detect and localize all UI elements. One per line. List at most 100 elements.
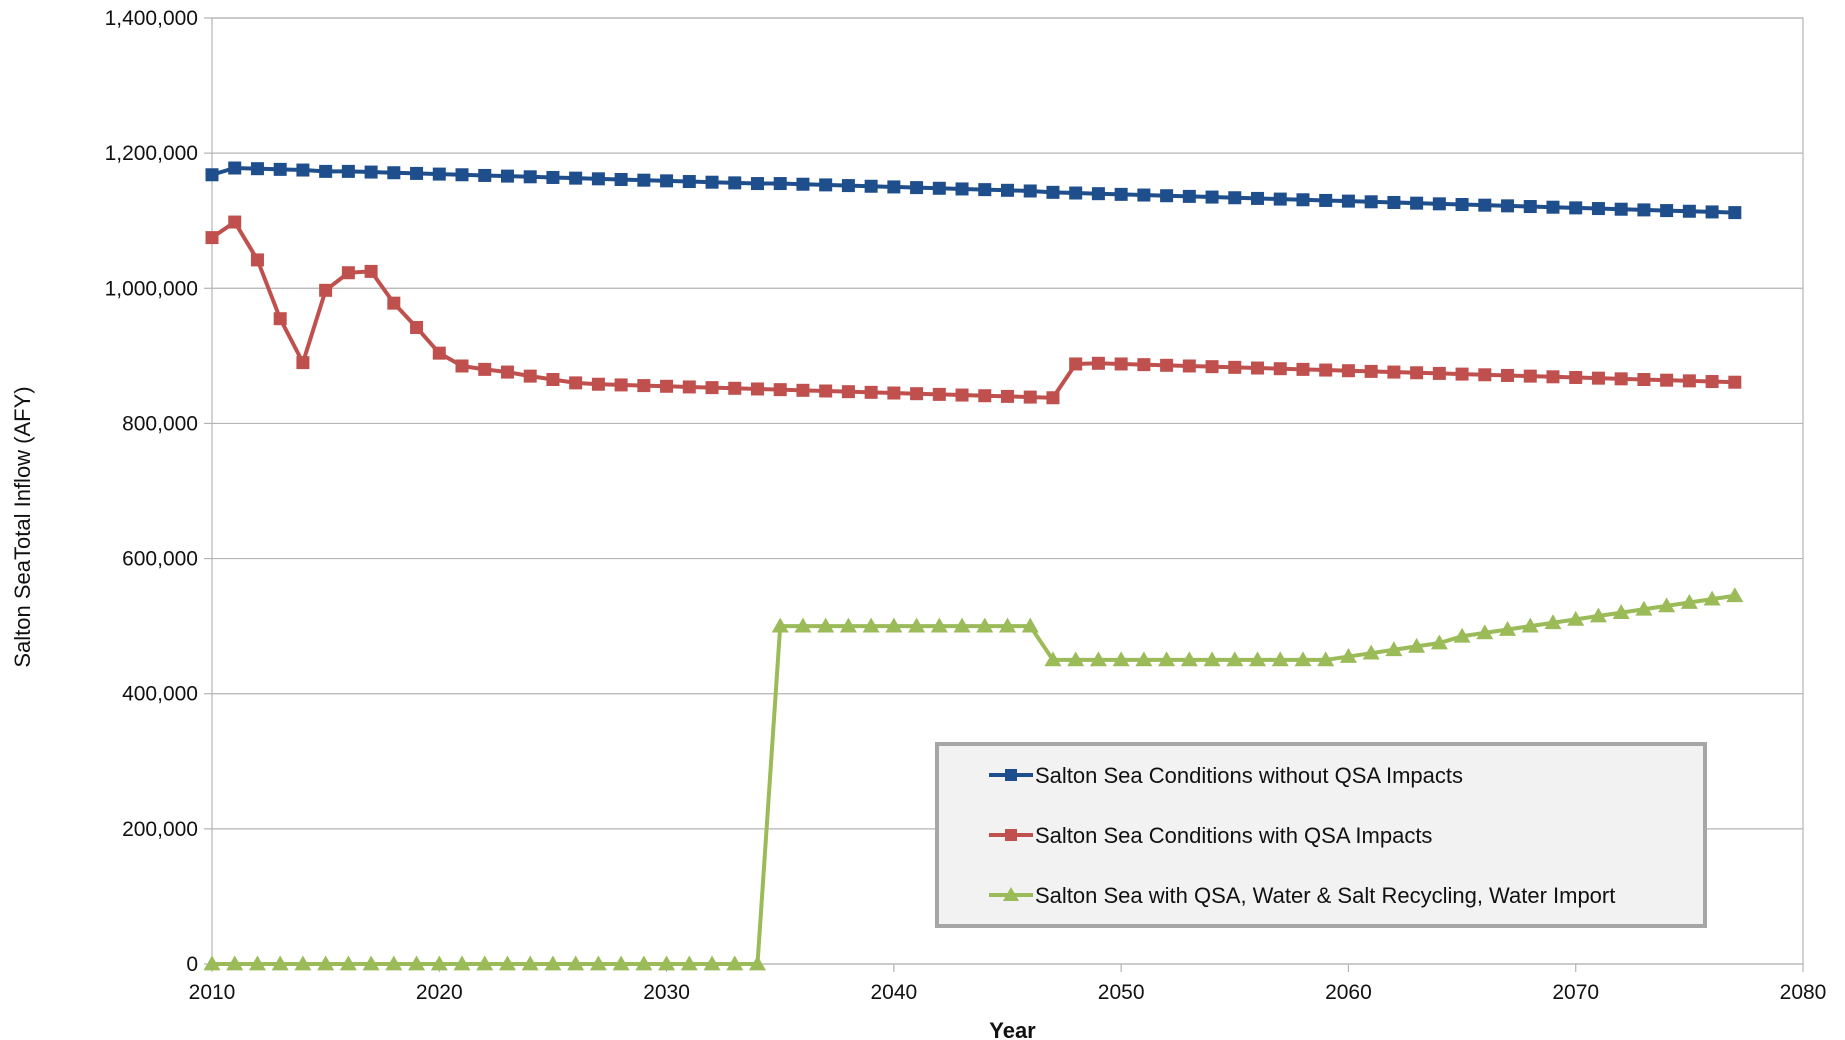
data-point [887,386,901,400]
data-point [1249,651,1267,667]
data-point [819,178,833,192]
data-point [1228,191,1242,205]
data-point [1591,202,1605,216]
data-point [864,179,878,193]
data-point [1682,374,1696,388]
data-point [248,955,266,971]
data-point [432,167,446,181]
data-point [1432,197,1446,211]
data-point [1294,651,1312,667]
y-tick-label: 400,000 [122,683,198,706]
data-point [750,382,764,396]
data-point [1385,641,1403,657]
data-point [455,168,469,182]
gridlines [212,17,1803,965]
data-point [1089,651,1107,667]
data-point [1137,188,1151,202]
data-point [1251,191,1265,205]
data-point [1680,593,1698,609]
data-point [1069,357,1083,371]
legend-label: Salton Sea Conditions with QSA Impacts [1035,823,1432,848]
data-point [1660,373,1674,387]
data-point [910,387,924,401]
data-point [569,171,583,185]
data-point [523,369,537,383]
data-point [976,617,994,633]
legend-label: Salton Sea with QSA, Water & Salt Recycl… [1035,883,1615,908]
data-point [910,181,924,195]
plot-frame [211,17,1804,965]
x-tick-label: 2040 [870,981,917,1004]
data-point [478,362,492,376]
data-point [1682,204,1696,218]
data-point [773,383,787,397]
data-point [1614,372,1628,386]
data-point [455,359,469,373]
data-point [887,180,901,194]
data-point [682,380,696,394]
data-point [205,168,219,182]
data-point [1591,371,1605,385]
data-point [1273,192,1287,206]
data-point [1271,651,1289,667]
x-tick-label: 2080 [1780,981,1827,1004]
data-point [296,356,310,370]
data-point [1589,607,1607,623]
data-point [294,955,312,971]
series-2 [205,215,1742,405]
data-point [228,161,242,175]
data-point [726,955,744,971]
data-point [362,955,380,971]
data-point [999,617,1016,633]
data-point [546,373,560,387]
data-point [1046,391,1060,405]
data-point [273,312,287,326]
data-point [796,177,810,191]
data-point [1091,356,1105,370]
data-point [500,169,514,183]
y-tick-label: 1,400,000 [105,7,198,30]
data-point [705,175,719,189]
data-point [839,617,857,633]
data-point [703,955,721,971]
data-point [1387,195,1401,209]
data-point [1478,198,1492,212]
legend-swatch-marker [1005,829,1017,841]
data-point [523,170,537,184]
data-point [705,381,719,395]
data-point [1387,365,1401,379]
data-point [296,163,310,177]
data-point [1544,614,1562,630]
data-point [1112,651,1130,667]
data-point [1726,587,1744,603]
legend: Salton Sea Conditions without QSA Impact… [935,742,1707,928]
data-point [955,388,969,402]
y-tick-label: 0 [186,953,198,976]
data-point [1319,363,1333,377]
legend-label: Salton Sea Conditions without QSA Impact… [1035,763,1463,788]
data-point [1160,189,1174,203]
data-point [205,231,219,245]
data-point [614,172,628,186]
data-point [364,165,378,179]
data-point [1091,187,1105,201]
data-point [1499,621,1517,636]
data-point [978,389,992,403]
data-point [862,617,880,633]
data-point [932,387,946,401]
data-point [1523,200,1537,214]
data-point [1614,202,1628,216]
data-point [250,162,264,176]
data-point [864,385,878,399]
data-point [364,264,378,278]
data-point [1046,185,1060,199]
data-point [1023,390,1037,404]
data-point [319,164,333,178]
data-point [430,955,448,971]
series-lines [203,161,1744,971]
data-point [1023,184,1037,198]
data-point [819,384,833,398]
data-point [1180,651,1198,667]
data-point [930,617,948,633]
